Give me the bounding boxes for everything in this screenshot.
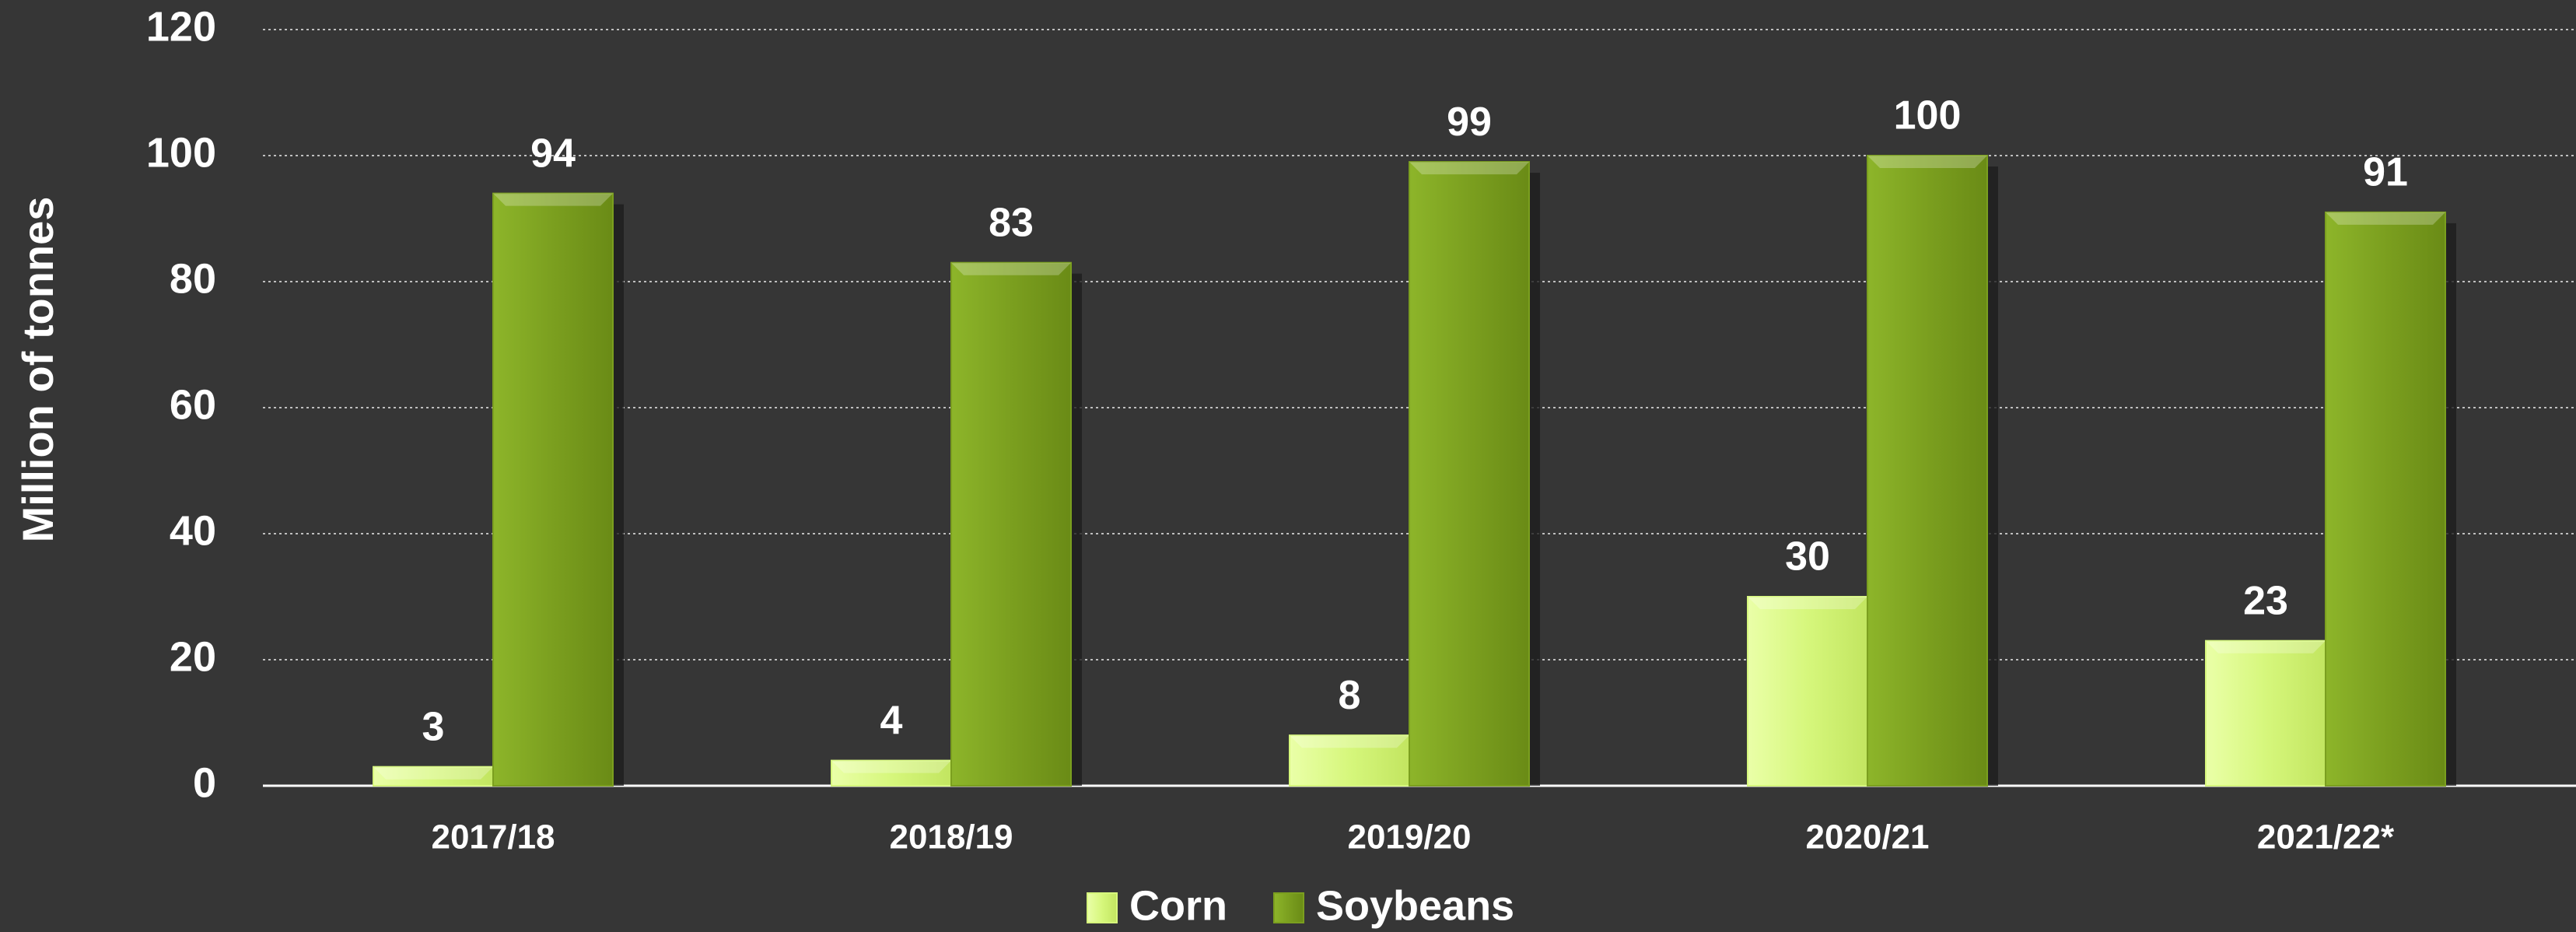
y-tick-label: 60 <box>170 381 216 428</box>
bar <box>492 192 614 787</box>
value-label: 99 <box>1447 100 1492 145</box>
bar <box>373 766 494 787</box>
legend-label: Soybeans <box>1316 882 1514 929</box>
bar <box>1289 734 1410 787</box>
y-tick-label: 40 <box>170 507 216 554</box>
value-label: 83 <box>989 200 1034 245</box>
bar <box>2325 211 2446 787</box>
bar-bevel <box>1290 735 1409 748</box>
bar-bevel <box>2326 212 2445 225</box>
bar-bevel <box>373 766 493 780</box>
value-label: 30 <box>1785 534 1830 580</box>
x-tick-label: 2017/18 <box>431 818 555 857</box>
value-label: 4 <box>880 698 903 743</box>
bar-bevel <box>1748 597 1867 609</box>
bar-bevel <box>1409 162 1529 175</box>
y-tick-label: 120 <box>146 3 216 50</box>
value-label: 8 <box>1339 673 1361 718</box>
bar <box>1747 596 1868 787</box>
x-tick-label: 2021/22* <box>2257 818 2395 857</box>
x-tick-label: 2018/19 <box>889 818 1013 857</box>
value-label: 94 <box>530 131 576 176</box>
bar-bevel <box>831 760 951 773</box>
legend-swatch <box>1087 892 1118 923</box>
value-label: 23 <box>2243 578 2288 623</box>
y-tick-label: 100 <box>146 129 216 176</box>
y-tick-label: 0 <box>193 759 216 806</box>
legend-swatch <box>1272 892 1304 923</box>
value-label: 91 <box>2363 150 2408 195</box>
bar <box>2205 639 2326 787</box>
bar-bevel <box>493 193 613 206</box>
bar <box>1409 161 1530 787</box>
bar-bevel <box>1867 156 1987 168</box>
bar-bevel <box>951 262 1071 275</box>
x-tick-label: 2019/20 <box>1347 818 1471 857</box>
bar <box>950 261 1072 787</box>
y-tick-label: 20 <box>170 633 216 680</box>
legend-label: Corn <box>1129 882 1227 929</box>
y-axis-title: Million of tonnes <box>13 197 62 543</box>
y-tick-label: 80 <box>170 255 216 302</box>
value-label: 3 <box>422 704 445 749</box>
bar <box>1867 155 1988 787</box>
bar-bevel <box>2206 640 2326 653</box>
x-tick-label: 2020/21 <box>1805 818 1929 857</box>
value-label: 100 <box>1894 93 1962 138</box>
